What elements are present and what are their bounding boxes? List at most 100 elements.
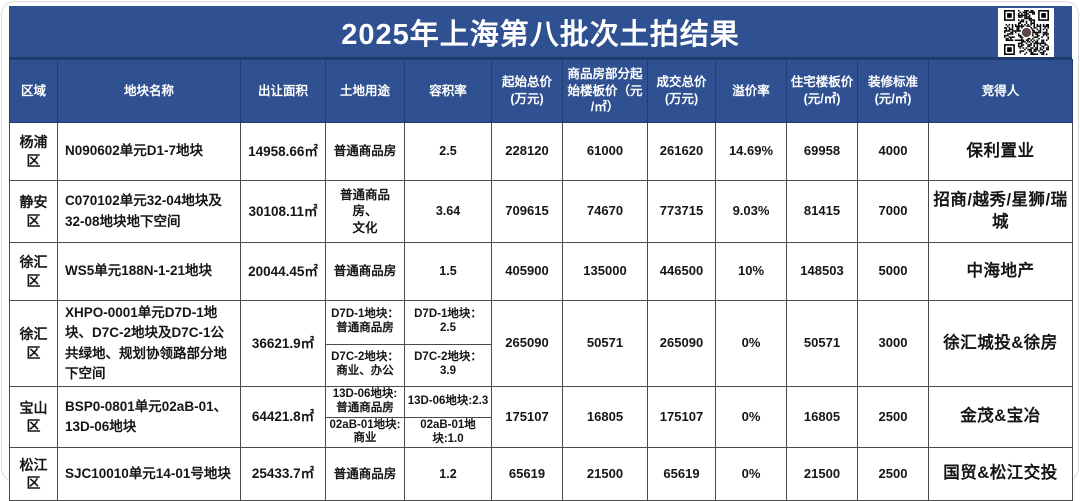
cell-region: 静安区 (9, 180, 58, 243)
table-header-row: 区域 地块名称 出让面积 土地用途 容积率 起始总价 (万元) 商品房部分起 始楼板价（元 … (9, 59, 1073, 123)
cell-deal_total: 175107 (647, 385, 716, 449)
cell-name: BSP0-0801单元02aB-01、13D-06地块 (57, 385, 241, 449)
cell-start_floor: 74670 (562, 180, 648, 243)
cell-start_total: 175107 (491, 385, 563, 449)
cell-usage-sub: D7C-2地块： 商业、办公 (326, 343, 404, 387)
cell-deal_total: 261620 (647, 122, 716, 181)
cell-premium: 0% (715, 385, 787, 449)
cell-area: 25433.7㎡ (240, 447, 326, 501)
cell-name: SJC10010单元14-01号地块 (57, 447, 241, 501)
cell-start_total: 405900 (491, 242, 563, 301)
cell-area: 36621.9㎡ (240, 300, 326, 387)
cell-decoration: 7000 (857, 180, 929, 243)
cell-far-sub: 02aB-01地块:1.0 (405, 417, 491, 447)
table-row: 静安区 C070102单元32-04地块及32-08地块地下空间 30108.11㎡… (9, 180, 1073, 243)
cell-far-sub: 13D-06地块:2.3 (407, 395, 489, 408)
cell-start_total: 65619 (491, 447, 563, 501)
cell-decoration: 3000 (857, 300, 929, 387)
cell-far: 2.5 (404, 122, 492, 181)
cell-decoration: 4000 (857, 122, 929, 181)
results-table: 区域 地块名称 出让面积 土地用途 容积率 起始总价 (万元) 商品房部分起 始楼板价（元 … (9, 59, 1073, 501)
table-row: 徐汇区 WS5单元188N-1-21地块 20044.45㎡ 普通商品房 1.5 4059… (9, 242, 1073, 301)
cell-area: 30108.11㎡ (240, 180, 326, 243)
col-header-far: 容积率 (404, 59, 492, 123)
col-header-usage: 土地用途 (325, 59, 405, 123)
col-header-premium: 溢价率 (715, 59, 787, 123)
cell-res_floor: 50571 (786, 300, 858, 387)
cell-usage-sub: 02aB-01地块: 商业 (326, 416, 404, 448)
qr-code (998, 8, 1054, 57)
col-header-deal_total: 成交总价 (万元) (647, 59, 716, 123)
cell-region: 杨浦区 (9, 122, 58, 181)
cell-region: 徐汇区 (9, 300, 58, 387)
col-header-decoration: 装修标准 (元/㎡) (857, 59, 929, 123)
cell-res_floor: 21500 (786, 447, 858, 501)
cell-deal_total: 773715 (647, 180, 716, 243)
cell-usage: 普通商品房 (325, 242, 405, 301)
col-header-start_total: 起始总价 (万元) (491, 59, 563, 123)
table-row: 宝山区 BSP0-0801单元02aB-01、13D-06地块 64421.8㎡ 13… (9, 385, 1073, 449)
cell-region: 徐汇区 (9, 242, 58, 301)
cell-deal_total: 446500 (647, 242, 716, 301)
cell-start_total: 228120 (491, 122, 563, 181)
col-header-area: 出让面积 (240, 59, 326, 123)
cell-far: 1.2 (404, 447, 492, 501)
cell-far-sub: D7C-2地块：3.9 (405, 343, 491, 387)
cell-premium: 14.69% (715, 122, 787, 181)
title-bar: 2025年上海第八批次土拍结果 (9, 6, 1072, 59)
table-row: 杨浦区 N090602单元D1-7地块 14958.66㎡ 普通商品房 2.5 22812… (9, 122, 1073, 181)
cell-premium: 0% (715, 300, 787, 387)
cell-far: 3.64 (404, 180, 492, 243)
cell-res_floor: 69958 (786, 122, 858, 181)
cell-name: WS5单元188N-1-21地块 (57, 242, 241, 301)
cell-usage-sub: D7D-1地块： 普通商品房 (331, 308, 399, 335)
cell-name: XHPO-0001单元D7D-1地块、D7C-2地块及D7C-1公共绿地、规划协… (57, 300, 241, 387)
cell-start_floor: 50571 (562, 300, 648, 387)
table-row: 徐汇区 XHPO-0001单元D7D-1地块、D7C-2地块及D7C-1公共绿地、… (9, 300, 1073, 387)
cell-far: 13D-06地块:2.3 02aB-01地块:1.0 (404, 385, 492, 449)
cell-premium: 10% (715, 242, 787, 301)
cell-decoration: 2500 (857, 447, 929, 501)
cell-name: C070102单元32-04地块及32-08地块地下空间 (57, 180, 241, 243)
col-header-res_floor: 住宅楼板价 (元/㎡) (786, 59, 858, 123)
cell-deal_total: 65619 (647, 447, 716, 501)
cell-res_floor: 81415 (786, 180, 858, 243)
cell-usage: 普通商品房 (325, 447, 405, 501)
cell-far: 1.5 (404, 242, 492, 301)
cell-usage-sub: 13D-06地块: 普通商品房 (332, 388, 398, 414)
page-title: 2025年上海第八批次土拍结果 (341, 18, 740, 51)
cell-decoration: 2500 (857, 385, 929, 449)
table-body: 杨浦区 N090602单元D1-7地块 14958.66㎡ 普通商品房 2.5 22812… (9, 122, 1073, 501)
cell-start_total: 265090 (491, 300, 563, 387)
col-header-name: 地块名称 (57, 59, 241, 123)
cell-premium: 9.03% (715, 180, 787, 243)
cell-area: 64421.8㎡ (240, 385, 326, 449)
cell-usage: D7D-1地块： 普通商品房 D7C-2地块： 商业、办公 (325, 300, 405, 387)
cell-start_floor: 135000 (562, 242, 648, 301)
cell-winner: 徐汇城投&徐房 (928, 300, 1073, 387)
cell-res_floor: 148503 (786, 242, 858, 301)
cell-winner: 国贸&松江交投 (928, 447, 1073, 501)
cell-decoration: 5000 (857, 242, 929, 301)
cell-region: 松江区 (9, 447, 58, 501)
cell-deal_total: 265090 (647, 300, 716, 387)
cell-area: 14958.66㎡ (240, 122, 326, 181)
cell-name: N090602单元D1-7地块 (57, 122, 241, 181)
qr-code-icon (1003, 10, 1049, 55)
cell-premium: 0% (715, 447, 787, 501)
col-header-start_floor: 商品房部分起 始楼板价（元 /㎡） (562, 59, 648, 123)
cell-winner: 保利置业 (928, 122, 1073, 181)
cell-res_floor: 16805 (786, 385, 858, 449)
cell-winner: 招商/越秀/星狮/瑞城 (928, 180, 1073, 243)
cell-far-sub: D7D-1地块：2.5 (414, 308, 482, 335)
cell-region: 宝山区 (9, 385, 58, 449)
cell-winner: 中海地产 (928, 242, 1073, 301)
cell-usage: 13D-06地块: 普通商品房 02aB-01地块: 商业 (325, 385, 405, 449)
cell-start_floor: 16805 (562, 385, 648, 449)
col-header-region: 区域 (9, 59, 58, 123)
cell-start_total: 709615 (491, 180, 563, 243)
cell-usage: 普通商品房 (325, 122, 405, 181)
cell-winner: 金茂&宝冶 (928, 385, 1073, 449)
cell-usage: 普通商品房、 文化 (325, 180, 405, 243)
